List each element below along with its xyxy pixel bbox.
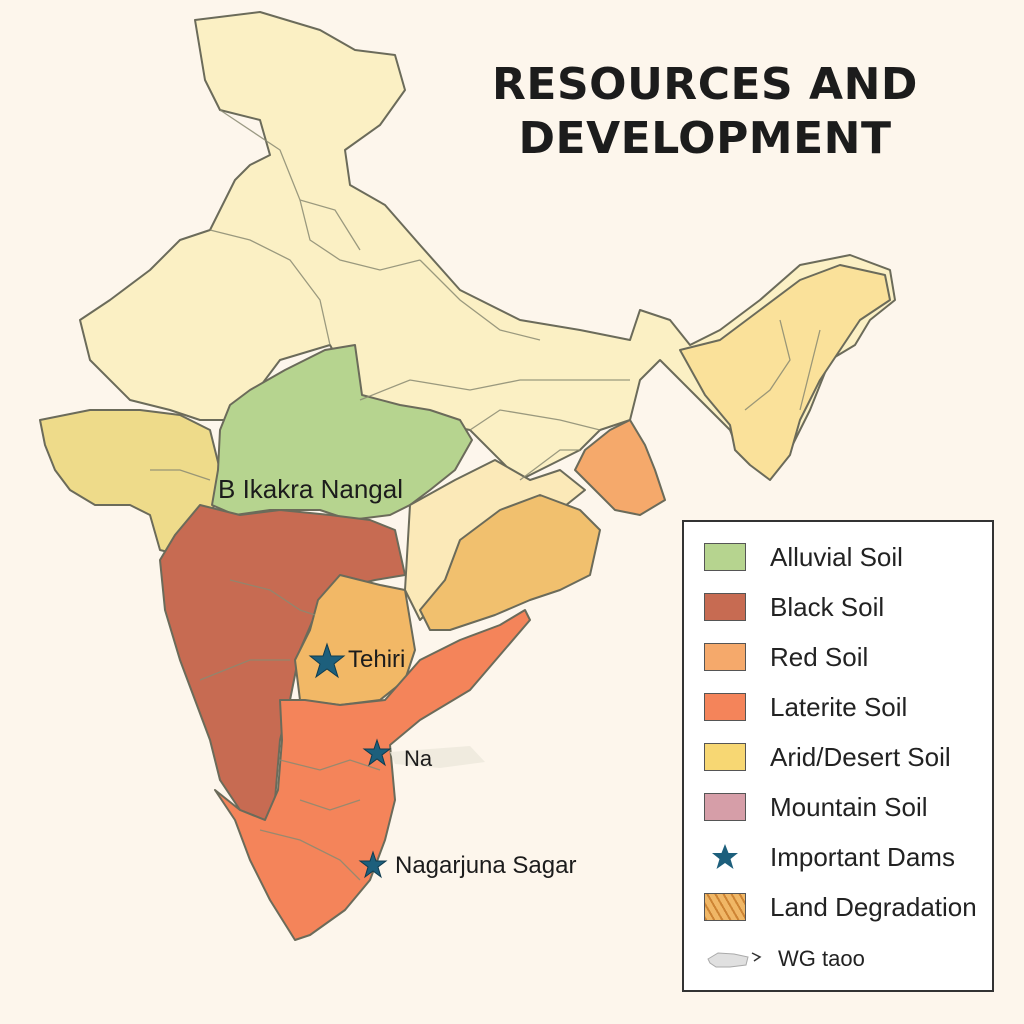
label-tehiri: Tehiri bbox=[348, 646, 406, 673]
label-na: Na bbox=[404, 746, 433, 771]
legend-label: Red Soil bbox=[770, 641, 869, 672]
legend-item-laterite: Laterite Soil bbox=[704, 690, 907, 724]
swatch-red bbox=[704, 643, 746, 671]
dam-nagarjuna-star-icon bbox=[358, 850, 388, 879]
legend-label: Laterite Soil bbox=[770, 691, 908, 722]
legend-label: Mountain Soil bbox=[770, 791, 928, 822]
legend-item-sketch: WG taoo bbox=[704, 942, 865, 976]
legend-item-dams: Important Dams bbox=[704, 840, 955, 874]
dam-tehiri-star-icon bbox=[308, 642, 346, 679]
legend-label: Important Dams bbox=[770, 841, 955, 872]
legend-label: WG taoo bbox=[778, 946, 865, 971]
swatch-alluvial bbox=[704, 543, 746, 571]
page-title: RESOURCES AND DEVELOPMENT bbox=[470, 58, 940, 166]
legend-item-black: Black Soil bbox=[704, 590, 884, 624]
region-odisha bbox=[419, 494, 601, 631]
legend-label: Land Degradation bbox=[770, 891, 977, 922]
region-laterite-south bbox=[214, 609, 531, 941]
label-nagarjuna-sagar: Nagarjuna Sagar bbox=[395, 852, 577, 879]
legend-label: Arid/Desert Soil bbox=[770, 741, 951, 772]
legend-item-red: Red Soil bbox=[704, 640, 868, 674]
legend-item-arid: Arid/Desert Soil bbox=[704, 740, 951, 774]
legend-item-mountain: Mountain Soil bbox=[704, 790, 928, 824]
hatch-pattern-icon bbox=[704, 893, 746, 921]
legend-item-degradation: Land Degradation bbox=[704, 890, 977, 924]
swatch-arid bbox=[704, 743, 746, 771]
legend-box: Alluvial Soil Black Soil Red Soil Lateri… bbox=[682, 520, 994, 992]
swatch-laterite bbox=[704, 693, 746, 721]
smudge-mark bbox=[390, 746, 485, 768]
title-line-1: RESOURCES AND bbox=[492, 59, 918, 110]
legend-label: Black Soil bbox=[770, 591, 885, 622]
label-bhakra-nangal: B Ikakra Nangal bbox=[218, 474, 403, 504]
legend-label: Alluvial Soil bbox=[770, 541, 903, 572]
region-northeast bbox=[679, 264, 891, 481]
title-line-2: DEVELOPMENT bbox=[518, 113, 892, 164]
dam-na-star-icon bbox=[362, 738, 392, 767]
swatch-mountain bbox=[704, 793, 746, 821]
legend-item-alluvial: Alluvial Soil bbox=[704, 540, 903, 574]
sketch-icon bbox=[704, 945, 764, 973]
swatch-black bbox=[704, 593, 746, 621]
region-bengal bbox=[574, 419, 666, 516]
star-icon bbox=[704, 843, 746, 871]
